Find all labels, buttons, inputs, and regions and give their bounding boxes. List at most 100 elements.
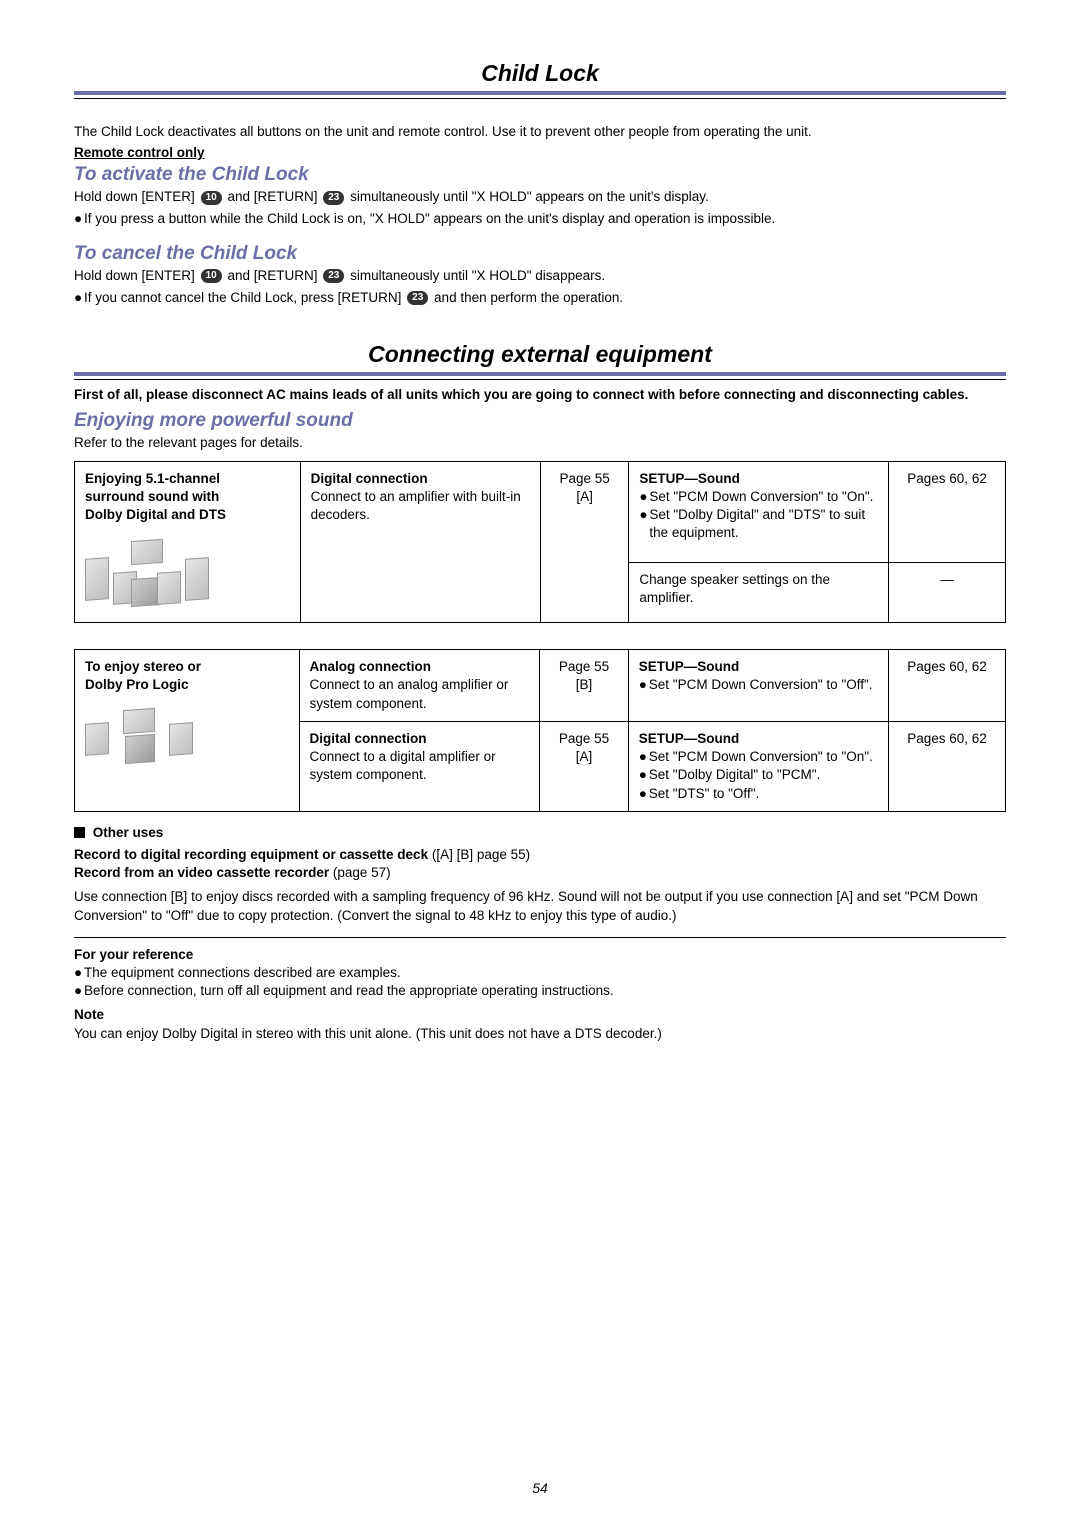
button-ref-10: 10 xyxy=(201,191,222,205)
text: Hold down [ENTER] xyxy=(74,189,195,204)
other-line: Record to digital recording equipment or… xyxy=(74,846,1006,864)
text: Record to digital recording equipment or… xyxy=(74,847,428,862)
divider xyxy=(74,937,1006,938)
activate-heading: To activate the Child Lock xyxy=(74,164,1006,186)
text: [A] xyxy=(551,488,618,506)
manual-page: Child Lock The Child Lock deactivates al… xyxy=(0,0,1080,1528)
text: SETUP—Sound xyxy=(639,470,878,488)
square-marker-icon xyxy=(74,827,85,838)
speaker-icon xyxy=(169,722,193,756)
speaker-icon xyxy=(157,571,181,605)
text: Other uses xyxy=(93,825,164,840)
button-ref-23: 23 xyxy=(407,291,428,305)
table-page-cell: Page 55 [B] xyxy=(540,650,629,722)
table-connection-cell: Analog connection Connect to an analog a… xyxy=(299,650,540,722)
bullet-item: ● If you cannot cancel the Child Lock, p… xyxy=(74,289,1006,307)
button-ref-10: 10 xyxy=(201,269,222,283)
speaker-icon xyxy=(85,557,109,601)
table-pages-cell: Pages 60, 62 xyxy=(888,721,1005,811)
cancel-heading: To cancel the Child Lock xyxy=(74,243,1006,265)
cancel-line: Hold down [ENTER] 10 and [RETURN] 23 sim… xyxy=(74,267,1006,285)
bullet-dot: ● xyxy=(74,210,84,228)
text: To enjoy stereo or xyxy=(85,658,289,676)
table-row: Enjoying 5.1-channel surround sound with… xyxy=(75,461,1006,562)
text: and [RETURN] xyxy=(227,189,317,204)
text: Set "Dolby Digital" to "PCM". xyxy=(649,766,820,784)
other-line: Record from an video cassette recorder (… xyxy=(74,864,1006,882)
activate-line: Hold down [ENTER] 10 and [RETURN] 23 sim… xyxy=(74,188,1006,206)
enjoy-heading: Enjoying more powerful sound xyxy=(74,410,1006,432)
text: [A] xyxy=(550,748,618,766)
bullet-item: ● The equipment connections described ar… xyxy=(74,964,1006,982)
speaker-icon xyxy=(125,734,155,764)
bullet-text: The equipment connections described are … xyxy=(84,964,401,982)
text: (page 57) xyxy=(329,865,391,880)
enjoy-sub: Refer to the relevant pages for details. xyxy=(74,434,1006,452)
text: Connect to an analog amplifier or system… xyxy=(310,676,530,712)
other-para: Use connection [B] to enjoy discs record… xyxy=(74,888,1006,924)
warning-text: First of all, please disconnect AC mains… xyxy=(74,386,1006,404)
text: Set "PCM Down Conversion" to "On". xyxy=(649,488,873,506)
table-connection-cell: Digital connection Connect to an amplifi… xyxy=(300,461,540,623)
text: Digital connection xyxy=(311,470,530,488)
text: simultaneously until "X HOLD" appears on… xyxy=(350,189,709,204)
section-title-child-lock: Child Lock xyxy=(74,60,1006,87)
text: SETUP—Sound xyxy=(639,658,878,676)
bullet-item: ● If you press a button while the Child … xyxy=(74,210,1006,228)
text: and then perform the operation. xyxy=(434,290,623,305)
text: Connect to a digital amplifier or system… xyxy=(310,748,530,784)
text: Page 55 xyxy=(551,470,618,488)
text: Set "PCM Down Conversion" to "Off". xyxy=(649,676,873,694)
intro-text: The Child Lock deactivates all buttons o… xyxy=(74,123,1006,141)
table-pages-cell: Pages 60, 62 xyxy=(889,461,1006,562)
text: Set "PCM Down Conversion" to "On". xyxy=(649,748,873,766)
table-setup-cell: SETUP—Sound ●Set "PCM Down Conversion" t… xyxy=(628,721,888,811)
text: Page 55 xyxy=(550,658,618,676)
speakers-illustration xyxy=(85,705,195,765)
other-uses-head: Other uses xyxy=(74,824,1006,842)
reference-head: For your reference xyxy=(74,946,1006,964)
bullet-dot: ● xyxy=(74,289,84,307)
button-ref-23: 23 xyxy=(323,269,344,283)
table-page-cell: Page 55 [A] xyxy=(540,721,629,811)
text: and [RETURN] xyxy=(227,268,317,283)
table-setup-cell: SETUP—Sound ●Set "PCM Down Conversion" t… xyxy=(629,461,889,562)
speaker-icon xyxy=(131,539,163,565)
speaker-icon xyxy=(123,708,155,734)
text: Connect to an amplifier with built-in de… xyxy=(311,488,530,524)
text: ([A] [B] page 55) xyxy=(428,847,530,862)
text: surround sound with xyxy=(85,488,290,506)
bullet-dot: ● xyxy=(74,964,84,982)
bullet-item: ● Before connection, turn off all equipm… xyxy=(74,982,1006,1000)
speaker-icon xyxy=(185,557,209,601)
text: [B] xyxy=(550,676,618,694)
text: Set "DTS" to "Off". xyxy=(649,785,759,803)
divider xyxy=(74,372,1006,380)
table-setup-cell: Change speaker settings on the amplifier… xyxy=(629,562,889,622)
note-text: You can enjoy Dolby Digital in stereo wi… xyxy=(74,1025,1006,1043)
text: Set "Dolby Digital" and "DTS" to suit th… xyxy=(649,506,878,542)
text: Record from an video cassette recorder xyxy=(74,865,329,880)
table-pages-cell: Pages 60, 62 xyxy=(888,650,1005,722)
text: If you cannot cancel the Child Lock, pre… xyxy=(84,290,401,305)
speakers-illustration xyxy=(85,534,215,614)
remote-only-label: Remote control only xyxy=(74,145,1006,160)
button-ref-23: 23 xyxy=(323,191,344,205)
text: Hold down [ENTER] xyxy=(74,268,195,283)
text: Page 55 xyxy=(550,730,618,748)
text: Analog connection xyxy=(310,658,530,676)
speaker-icon xyxy=(85,722,109,756)
note-head: Note xyxy=(74,1006,1006,1024)
text: simultaneously until "X HOLD" disappears… xyxy=(350,268,605,283)
bullet-text: If you cannot cancel the Child Lock, pre… xyxy=(84,289,623,307)
table-row: To enjoy stereo or Dolby Pro Logic Analo… xyxy=(75,650,1006,722)
bullet-text: Before connection, turn off all equipmen… xyxy=(84,982,614,1000)
table-5.1-channel: Enjoying 5.1-channel surround sound with… xyxy=(74,461,1006,624)
bullet-text: If you press a button while the Child Lo… xyxy=(84,210,775,228)
table-stereo: To enjoy stereo or Dolby Pro Logic Analo… xyxy=(74,649,1006,812)
bullet-dot: ● xyxy=(74,982,84,1000)
section-title-connecting: Connecting external equipment xyxy=(74,341,1006,368)
table-left-cell: Enjoying 5.1-channel surround sound with… xyxy=(75,461,301,623)
divider xyxy=(74,91,1006,99)
table-page-cell: Page 55 [A] xyxy=(540,461,628,623)
